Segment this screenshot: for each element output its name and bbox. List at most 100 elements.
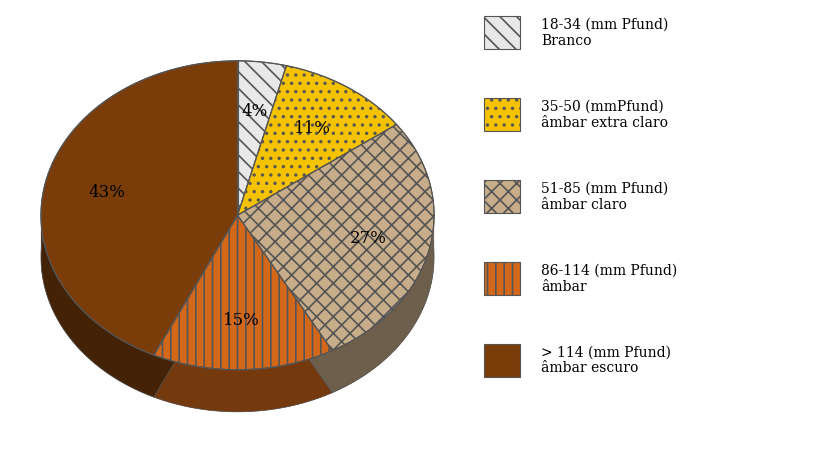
Polygon shape — [154, 379, 333, 401]
Polygon shape — [333, 130, 434, 359]
Polygon shape — [238, 78, 287, 85]
Polygon shape — [287, 94, 396, 155]
Polygon shape — [333, 144, 434, 373]
Polygon shape — [41, 61, 238, 355]
Polygon shape — [333, 161, 434, 390]
Polygon shape — [154, 215, 333, 370]
Polygon shape — [287, 88, 396, 150]
Polygon shape — [238, 92, 287, 99]
Text: 4%: 4% — [241, 102, 267, 120]
Polygon shape — [238, 97, 287, 105]
Polygon shape — [287, 102, 396, 164]
Polygon shape — [154, 215, 238, 397]
Polygon shape — [154, 381, 333, 403]
Polygon shape — [333, 124, 434, 353]
Polygon shape — [154, 365, 333, 387]
Polygon shape — [287, 66, 396, 127]
Polygon shape — [41, 86, 238, 383]
Polygon shape — [333, 139, 434, 367]
Polygon shape — [287, 80, 396, 141]
Polygon shape — [41, 61, 238, 358]
Polygon shape — [41, 69, 238, 366]
Polygon shape — [238, 124, 434, 351]
Polygon shape — [154, 353, 333, 375]
Polygon shape — [333, 133, 434, 362]
Text: 15%: 15% — [224, 312, 260, 329]
Polygon shape — [238, 75, 287, 82]
Polygon shape — [238, 83, 287, 91]
Polygon shape — [287, 77, 396, 139]
Bar — [485, 180, 519, 213]
Polygon shape — [238, 61, 287, 215]
Text: 43%: 43% — [88, 184, 125, 201]
Polygon shape — [41, 72, 238, 369]
Polygon shape — [333, 141, 434, 370]
Polygon shape — [287, 85, 396, 147]
Polygon shape — [154, 359, 333, 381]
Polygon shape — [154, 373, 333, 395]
Bar — [485, 262, 519, 295]
Polygon shape — [287, 82, 396, 144]
Polygon shape — [154, 370, 333, 392]
Polygon shape — [333, 150, 434, 379]
Polygon shape — [333, 158, 434, 387]
Polygon shape — [238, 167, 434, 393]
Polygon shape — [333, 155, 434, 384]
Polygon shape — [238, 95, 287, 102]
Polygon shape — [41, 64, 238, 361]
Polygon shape — [238, 100, 287, 108]
Polygon shape — [238, 86, 287, 94]
Polygon shape — [154, 257, 333, 412]
Polygon shape — [238, 66, 287, 74]
Polygon shape — [287, 74, 396, 136]
Polygon shape — [238, 61, 287, 68]
Polygon shape — [287, 68, 396, 130]
Polygon shape — [333, 147, 434, 376]
Polygon shape — [238, 66, 287, 257]
Polygon shape — [238, 89, 287, 96]
Polygon shape — [333, 136, 434, 365]
Polygon shape — [287, 105, 396, 167]
Text: 18-34 (mm Pfund)
Branco: 18-34 (mm Pfund) Branco — [541, 18, 668, 48]
Polygon shape — [238, 69, 287, 77]
Text: 27%: 27% — [350, 230, 387, 247]
Polygon shape — [41, 66, 238, 364]
Polygon shape — [41, 83, 238, 380]
Polygon shape — [238, 64, 287, 71]
Bar — [485, 98, 519, 131]
Bar — [485, 16, 519, 49]
Polygon shape — [41, 97, 238, 395]
Polygon shape — [238, 108, 396, 257]
Polygon shape — [238, 66, 396, 215]
Polygon shape — [238, 124, 396, 257]
Polygon shape — [41, 92, 238, 389]
Text: 35-50 (mmPfund)
âmbar extra claro: 35-50 (mmPfund) âmbar extra claro — [541, 100, 667, 130]
Polygon shape — [154, 356, 333, 378]
Polygon shape — [41, 78, 238, 375]
Polygon shape — [333, 164, 434, 393]
Polygon shape — [287, 96, 396, 158]
Polygon shape — [238, 72, 287, 80]
Polygon shape — [41, 95, 238, 392]
Polygon shape — [154, 376, 333, 398]
Polygon shape — [238, 215, 333, 393]
Polygon shape — [154, 362, 333, 384]
Polygon shape — [287, 71, 396, 133]
Text: 86-114 (mm Pfund)
âmbar: 86-114 (mm Pfund) âmbar — [541, 263, 677, 293]
Text: 11%: 11% — [294, 120, 331, 137]
Polygon shape — [238, 103, 287, 257]
Polygon shape — [41, 100, 238, 397]
Polygon shape — [41, 80, 238, 378]
Polygon shape — [154, 351, 333, 373]
Polygon shape — [238, 80, 287, 88]
Text: > 114 (mm Pfund)
âmbar escuro: > 114 (mm Pfund) âmbar escuro — [541, 345, 671, 375]
Bar — [485, 344, 519, 377]
Polygon shape — [41, 103, 238, 397]
Polygon shape — [287, 91, 396, 153]
Polygon shape — [333, 127, 434, 356]
Polygon shape — [333, 153, 434, 381]
Polygon shape — [154, 387, 333, 409]
Text: 51-85 (mm Pfund)
âmbar claro: 51-85 (mm Pfund) âmbar claro — [541, 182, 668, 212]
Polygon shape — [154, 390, 333, 412]
Polygon shape — [287, 99, 396, 161]
